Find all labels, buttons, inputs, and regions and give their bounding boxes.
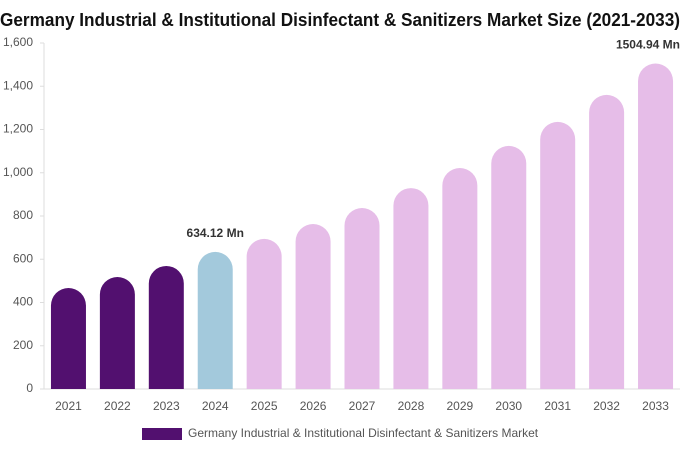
bar — [540, 121, 576, 389]
bar — [589, 94, 625, 390]
x-tick-label: 2026 — [300, 399, 327, 413]
bar — [491, 145, 527, 389]
x-tick-label: 2029 — [446, 399, 473, 413]
bar — [50, 288, 86, 389]
x-tick-label: 2025 — [251, 399, 278, 413]
bar — [442, 167, 478, 389]
x-tick-label: 2022 — [104, 399, 131, 413]
x-tick-label: 2027 — [349, 399, 376, 413]
x-tick-label: 2024 — [202, 399, 229, 413]
x-tick-label: 2031 — [544, 399, 571, 413]
y-tick-label: 400 — [13, 295, 33, 309]
x-tick-label: 2030 — [495, 399, 522, 413]
chart-title: Germany Industrial & Institutional Disin… — [0, 10, 680, 30]
x-tick-label: 2032 — [593, 399, 620, 413]
legend-swatch — [142, 428, 182, 440]
bar — [148, 265, 184, 389]
y-tick-label: 1,400 — [3, 78, 33, 92]
bar — [99, 276, 135, 389]
legend-label: Germany Industrial & Institutional Disin… — [188, 426, 539, 440]
bar — [295, 224, 331, 389]
value-label: 634.12 Mn — [187, 226, 244, 240]
x-tick-label: 2023 — [153, 399, 180, 413]
value-label: 1504.94 Mn — [616, 38, 680, 52]
x-tick-label: 2033 — [642, 399, 669, 413]
y-tick-label: 1,600 — [3, 35, 33, 49]
y-tick-label: 600 — [13, 251, 33, 265]
y-tick-label: 1,200 — [3, 122, 33, 136]
x-tick-label: 2021 — [55, 399, 82, 413]
bar — [197, 251, 233, 389]
bar — [638, 63, 674, 389]
x-tick-label: 2028 — [398, 399, 425, 413]
bar — [393, 188, 429, 389]
y-tick-label: 0 — [26, 381, 33, 395]
y-tick-label: 1,000 — [3, 165, 33, 179]
bar — [246, 238, 282, 389]
y-tick-label: 800 — [13, 208, 33, 222]
y-tick-label: 200 — [13, 338, 33, 352]
bar — [344, 207, 380, 389]
